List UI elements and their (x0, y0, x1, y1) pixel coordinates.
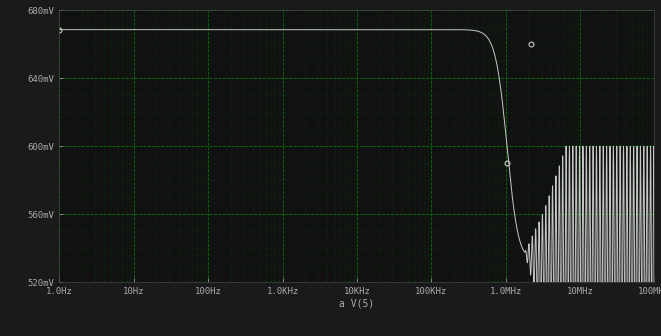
X-axis label: a V(5): a V(5) (339, 299, 375, 309)
